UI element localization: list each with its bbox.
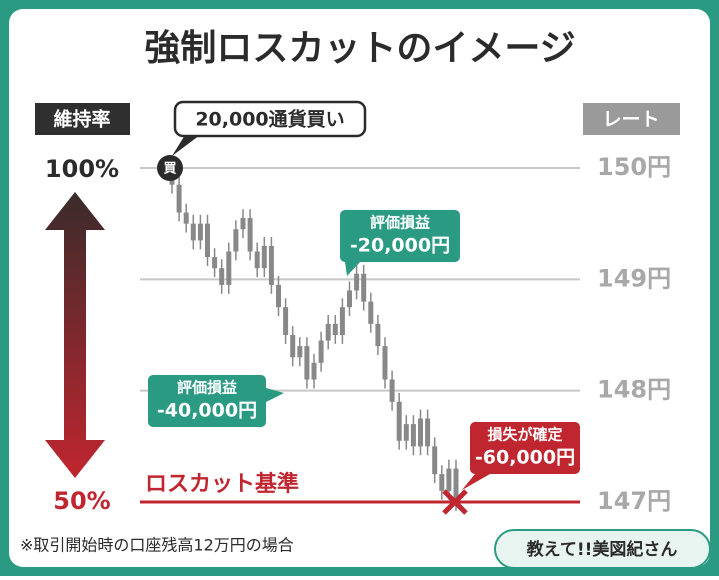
annotation-text: -20,000円 xyxy=(350,235,450,257)
candle-body xyxy=(304,346,310,380)
buy-marker-text: 買 xyxy=(163,162,176,177)
y-tick-label: 148円 xyxy=(597,376,671,404)
candle-body xyxy=(290,335,296,358)
candle-body xyxy=(418,418,423,447)
annotation-text: -40,000円 xyxy=(157,400,257,422)
candle-body xyxy=(432,446,438,475)
candle-body xyxy=(453,468,459,502)
candle-body xyxy=(347,290,352,308)
candle-body xyxy=(226,251,232,285)
annotation-title: 評価損益 xyxy=(370,214,430,232)
losscut-label: ロスカット基準 xyxy=(145,471,299,497)
candle-body xyxy=(268,245,274,285)
annotation-box xyxy=(148,375,266,427)
annotation-title: 損失が確定 xyxy=(487,426,562,444)
right-axis-title: レート xyxy=(602,109,659,131)
candle-body xyxy=(396,401,402,441)
left-axis-title: 維持率 xyxy=(53,108,110,131)
candle-body xyxy=(233,229,239,252)
annotation-title: 評価損益 xyxy=(177,379,237,397)
candle-body xyxy=(261,245,267,269)
y-tick-label: 147円 xyxy=(597,487,671,515)
losscut-mark xyxy=(442,489,468,515)
annotation-text: -60,000円 xyxy=(475,447,575,469)
arrow xyxy=(45,192,105,478)
candle-body xyxy=(318,340,324,363)
candle-body xyxy=(439,474,445,491)
buy-label: 20,000通貨買い xyxy=(195,108,344,131)
left-top-label: 100% xyxy=(45,155,119,183)
chart-title: 強制ロスカットのイメージ xyxy=(144,28,575,69)
candle-body xyxy=(354,273,360,291)
candle-body xyxy=(212,257,218,269)
candle-body xyxy=(403,424,409,441)
candle-body xyxy=(375,323,381,347)
left-bottom-label: 50% xyxy=(53,487,110,515)
annotation-box xyxy=(340,210,460,262)
right-axis-box xyxy=(583,103,680,135)
candle-body xyxy=(361,273,367,302)
candle-body xyxy=(410,424,416,447)
candle-body xyxy=(176,184,182,213)
footnote: ※取引開始時の口座残高12万円の場合 xyxy=(20,536,294,555)
candle-body xyxy=(368,301,374,324)
candle-body xyxy=(240,218,246,230)
candle-body xyxy=(389,379,395,402)
candle-body xyxy=(247,218,253,252)
logo-box xyxy=(494,529,711,569)
plot: 150円 149円 148円 147円 xyxy=(140,153,671,515)
candle-body xyxy=(254,251,260,269)
candle-body xyxy=(205,223,210,258)
candle-body xyxy=(183,212,189,224)
candle-body xyxy=(311,362,317,380)
candle-body xyxy=(297,346,303,358)
candle-body xyxy=(425,418,431,447)
candle-body xyxy=(219,268,225,285)
candle-body xyxy=(332,323,338,335)
buy-box xyxy=(173,100,367,138)
annotation-box xyxy=(470,422,580,474)
candle-body xyxy=(190,223,196,241)
annotation-pointer xyxy=(266,388,284,402)
candle-body xyxy=(283,307,289,335)
y-tick-label: 150円 xyxy=(597,153,671,181)
y-tick-label: 149円 xyxy=(597,264,671,292)
buy-marker xyxy=(157,155,183,181)
buy-pointer xyxy=(172,135,200,156)
candle-body xyxy=(325,323,331,341)
logo: 教えて!!美図紀さん xyxy=(526,539,678,560)
candle-body xyxy=(339,307,345,335)
left-axis-box xyxy=(35,103,130,135)
annotation-pointer xyxy=(462,474,490,490)
annotation-pointer xyxy=(345,262,360,276)
candle-body xyxy=(446,468,452,491)
candle-body xyxy=(197,223,203,241)
candle-body xyxy=(382,346,388,380)
candle-body xyxy=(276,284,281,308)
